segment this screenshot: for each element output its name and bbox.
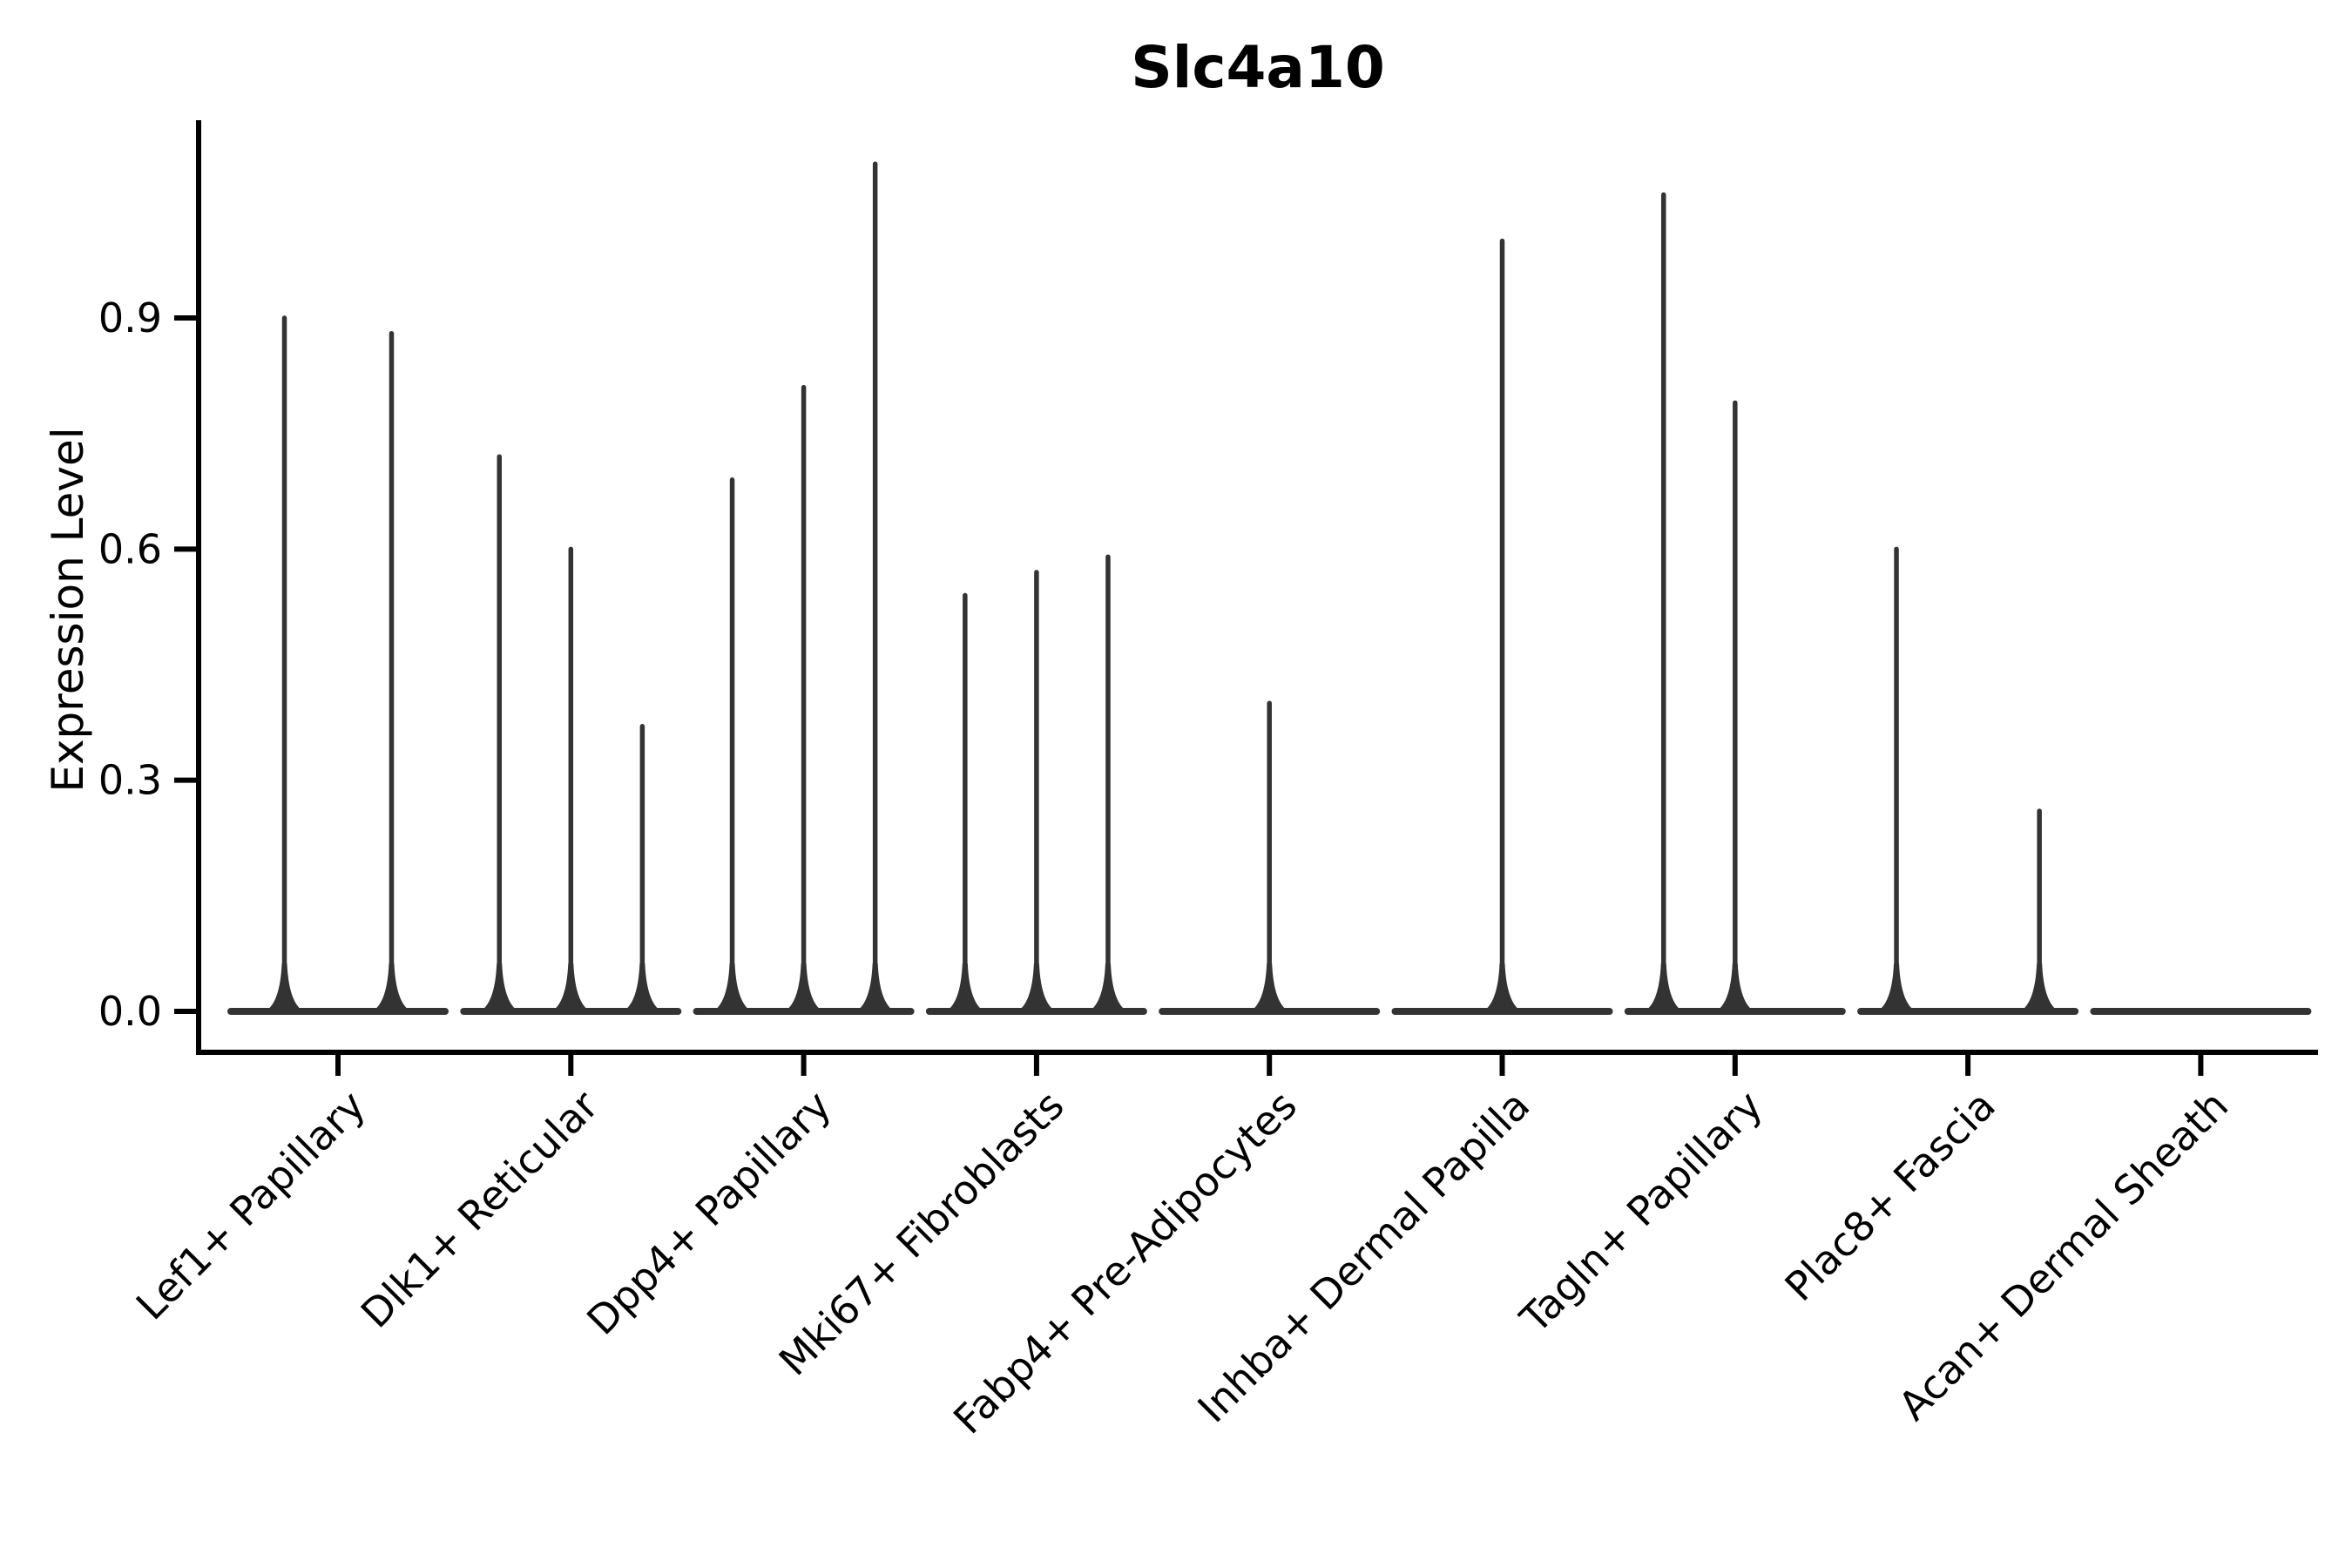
x-tick-label: Dpp4+ Papillary [578,1082,840,1344]
y-tick-label: 0.0 [98,988,162,1035]
x-tick-label: Lef1+ Papillary [127,1082,375,1329]
y-tick-label: 0.3 [98,757,162,804]
y-axis-label: Expression Level [43,427,93,792]
y-tick-label: 0.6 [98,525,162,572]
x-tick-label: Tagln+ Papillary [1511,1082,1772,1343]
y-tick-label: 0.9 [98,294,162,341]
chart-title: Slc4a10 [1131,34,1385,101]
x-tick-label: Plac8+ Fascia [1775,1082,2004,1310]
x-tick-label: Dlk1+ Reticular [352,1082,607,1337]
